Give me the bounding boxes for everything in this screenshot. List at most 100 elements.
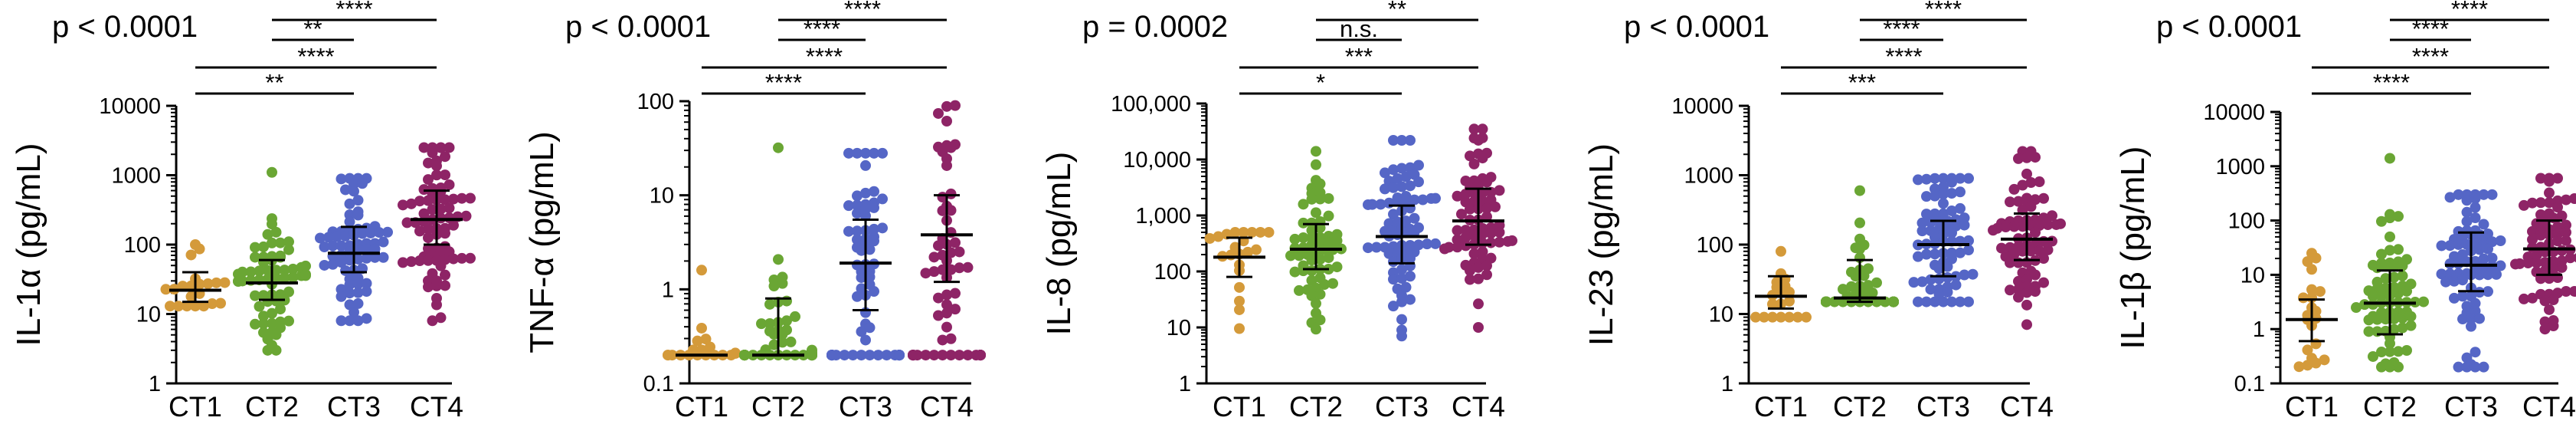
y-tick-label: 10000	[2203, 100, 2265, 125]
data-point	[872, 350, 884, 361]
data-point	[928, 252, 940, 263]
series-ct4	[908, 100, 986, 361]
data-point	[1400, 171, 1412, 182]
series-ct1	[2286, 248, 2338, 373]
data-point	[869, 202, 879, 213]
x-category-label: CT3	[2444, 391, 2498, 422]
data-point	[1430, 238, 1441, 249]
data-point	[267, 317, 277, 329]
data-point	[1473, 273, 1484, 284]
data-point	[1955, 296, 1966, 307]
data-point	[2393, 346, 2404, 357]
data-point	[856, 350, 867, 361]
data-point	[773, 254, 784, 265]
significance-label: ****	[1925, 0, 1962, 22]
data-point	[1963, 296, 1974, 307]
data-point	[440, 151, 450, 163]
data-point	[2522, 257, 2534, 268]
data-point	[361, 278, 372, 289]
data-point	[1409, 194, 1420, 205]
significance-label: ****	[804, 15, 840, 42]
data-point	[1413, 159, 1424, 171]
data-point	[933, 240, 944, 252]
data-point	[1767, 311, 1778, 323]
data-point	[950, 288, 961, 299]
data-point	[1465, 203, 1475, 215]
data-point	[283, 244, 294, 255]
data-point	[1468, 230, 1480, 242]
data-point	[2397, 270, 2408, 281]
data-point	[423, 195, 434, 206]
series-ct4	[2510, 173, 2576, 335]
data-point	[2449, 275, 2460, 287]
data-point	[237, 275, 248, 287]
data-point	[1481, 269, 1492, 281]
data-point	[847, 350, 859, 361]
data-point	[398, 257, 408, 268]
significance-label: n.s.	[1340, 15, 1378, 42]
data-point	[2034, 176, 2045, 188]
data-point	[2544, 197, 2555, 209]
significance-label: **	[1388, 0, 1406, 22]
data-point	[2397, 312, 2408, 324]
x-category-label: CT3	[1916, 391, 1970, 422]
data-point	[764, 298, 775, 310]
y-tick-label: 10	[136, 303, 161, 327]
significance-label: *	[1316, 69, 1325, 96]
data-point	[2548, 256, 2559, 268]
data-point	[2535, 229, 2546, 241]
data-point	[2042, 219, 2054, 231]
x-category-label: CT1	[675, 391, 728, 422]
data-point	[1942, 271, 1953, 283]
data-point	[2047, 210, 2057, 222]
y-tick-label: 100	[1154, 260, 1191, 284]
data-point	[937, 205, 948, 216]
data-point	[1494, 236, 1505, 248]
data-point	[237, 266, 248, 278]
x-category-label: CT4	[410, 391, 463, 422]
data-point	[2548, 321, 2559, 332]
data-point	[344, 279, 355, 291]
data-point	[2539, 257, 2551, 268]
data-point	[2470, 347, 2481, 358]
data-point	[1306, 217, 1317, 229]
data-point	[414, 255, 425, 267]
data-point	[739, 350, 750, 361]
data-point	[1507, 235, 1517, 246]
data-point	[920, 268, 931, 279]
data-point	[287, 263, 299, 275]
data-point	[1396, 296, 1407, 307]
data-point	[1858, 270, 1870, 281]
data-point	[773, 142, 784, 153]
data-point	[349, 186, 359, 197]
data-point	[2385, 245, 2395, 256]
y-tick-label: 100	[637, 90, 674, 114]
series-ct3	[1908, 173, 1979, 307]
data-point	[2457, 314, 2468, 325]
p-value-label: p < 0.0001	[1624, 10, 1769, 44]
data-point	[937, 334, 948, 346]
data-point	[852, 234, 862, 245]
data-point	[807, 344, 817, 356]
significance-label: ****	[765, 69, 802, 96]
x-category-label: CT1	[1754, 391, 1808, 422]
data-point	[423, 281, 434, 293]
data-point	[1494, 226, 1505, 238]
data-point	[2363, 326, 2375, 337]
data-point	[440, 228, 450, 239]
y-tick-label: 1	[662, 278, 674, 302]
data-point	[1323, 252, 1334, 264]
data-point	[182, 301, 192, 312]
data-point	[2388, 261, 2400, 272]
data-point	[843, 200, 854, 212]
series-ct1	[160, 239, 231, 312]
data-point	[2005, 284, 2015, 296]
data-point	[245, 266, 257, 278]
data-point	[2552, 235, 2563, 247]
data-point	[2368, 291, 2378, 302]
data-point	[160, 284, 172, 295]
series-ct2	[1285, 146, 1347, 335]
x-category-label: CT2	[751, 391, 805, 422]
data-point	[852, 190, 862, 202]
y-tick-label: 100	[2228, 209, 2265, 234]
